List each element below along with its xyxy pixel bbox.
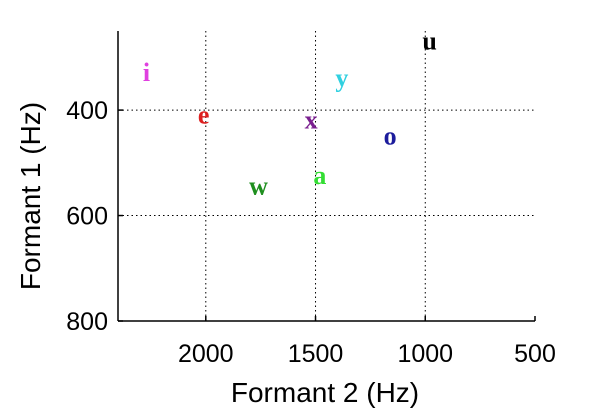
data-points: i e xy o u w a — [143, 27, 437, 201]
point-label-e: e — [198, 100, 210, 129]
x-tick-label: 500 — [514, 340, 556, 368]
x-tick-label: 2000 — [178, 340, 234, 368]
grid-lines — [118, 31, 535, 321]
point-label-w: w — [249, 172, 268, 201]
ticks: 2000 1500 1000 500 400 600 800 — [66, 97, 556, 368]
point-label-x: x — [305, 106, 318, 135]
point-label-o: o — [384, 121, 397, 150]
y-tick-label: 400 — [66, 97, 108, 125]
plot-area — [118, 31, 535, 321]
x-tick-label: 1500 — [288, 340, 344, 368]
point-label-u: u — [422, 27, 436, 56]
point-label-i: i — [143, 58, 150, 87]
x-axis-label: Formant 2 (Hz) — [231, 377, 419, 408]
point-label-a: a — [313, 161, 326, 190]
y-axis-label: Formant 1 (Hz) — [15, 102, 46, 290]
point-label-y: y — [335, 63, 348, 92]
y-tick-label: 600 — [66, 203, 108, 231]
x-tick-label: 1000 — [397, 340, 453, 368]
axes — [117, 31, 535, 322]
y-tick-label: 800 — [66, 308, 108, 336]
